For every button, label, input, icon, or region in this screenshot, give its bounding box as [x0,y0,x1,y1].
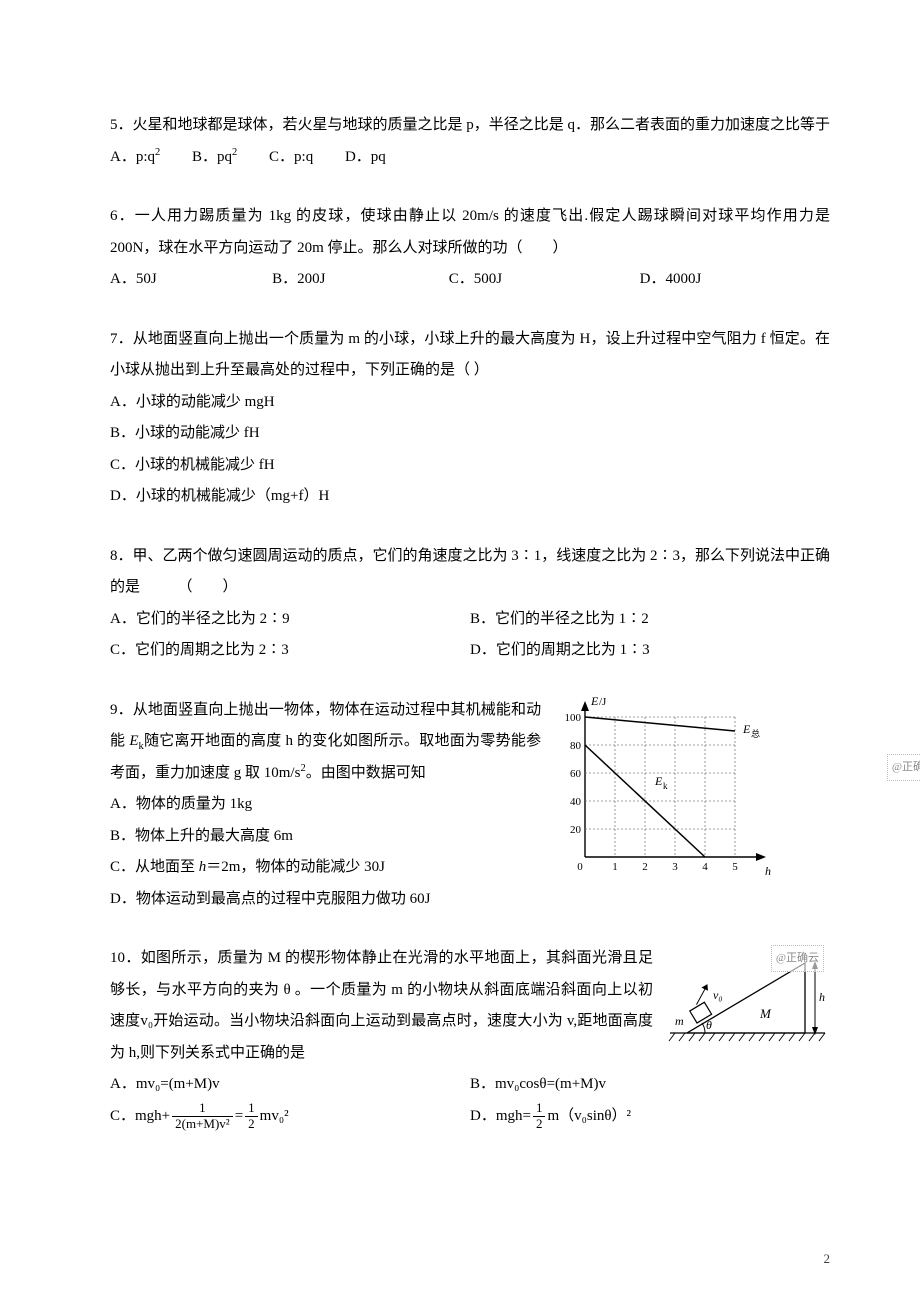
q8-text: 8．甲、乙两个做匀速圆周运动的质点，它们的角速度之比为 3∶1，线速度之比为 2… [110,541,830,604]
svg-text:5: 5 [732,861,738,873]
q6-opt-a: A．50J [110,264,268,296]
svg-text:/J: /J [599,696,607,708]
q5-opt-d: D．pq [345,149,386,165]
q10-options-cd: C．mgh+12(m+M)v²=12mv₀² D．mgh=12m（v₀sinθ）… [110,1101,830,1133]
q10-figure: θ M m v₀ h @正确云 [665,943,830,1069]
q9-opt-d: D．物体运动到最高点的过程中克服阻力做功 60J [110,884,541,916]
svg-text:M: M [759,1006,772,1021]
question-7: 7．从地面竖直向上抛出一个质量为 m 的小球，小球上升的最大高度为 H，设上升过… [110,324,830,513]
q10-text: 10．如图所示，质量为 M 的楔形物体静止在光滑的水平地面上，其斜面光滑且足够长… [110,943,653,1069]
q6-options: A．50J B．200J C．500J D．4000J [110,264,830,296]
q10c-den2: 2 [245,1117,258,1131]
q10d-post: m（v₀sinθ）² [547,1108,631,1124]
q10d-den: 2 [533,1117,546,1131]
svg-text:20: 20 [570,824,582,836]
q8-opt-b: B．它们的半径之比为 1∶2 [470,604,830,636]
question-9: 9．从地面竖直向上抛出一物体，物体在运动过程中其机械能和动能 Ek随它离开地面的… [110,695,830,916]
q10c-mid: = [235,1108,243,1124]
q8-opt-c: C．它们的周期之比为 2∶3 [110,635,470,667]
svg-text:h: h [765,864,771,878]
question-5: 5．火星和地球都是球体，若火星与地球的质量之比是 p，半径之比是 q．那么二者表… [110,110,830,173]
q9-chart: 20 40 60 80 100 0 1 2 3 4 5 [553,695,830,916]
svg-text:80: 80 [570,740,582,752]
question-8: 8．甲、乙两个做匀速圆周运动的质点，它们的角速度之比为 3∶1，线速度之比为 2… [110,541,830,667]
q10c-post: mv₀² [260,1108,289,1124]
q9-tail: 。由图中数据可知 [306,765,426,781]
q10d-pre: D．mgh= [470,1108,531,1124]
svg-text:E: E [654,774,663,788]
q10c-num: 1 [172,1101,233,1116]
q8-options: A．它们的半径之比为 2∶9 B．它们的半径之比为 1∶2 C．它们的周期之比为… [110,604,830,667]
q7-opt-a: A．小球的动能减少 mgH [110,387,830,419]
q5-opt-a: A．p:q2 [110,149,160,165]
svg-text:θ: θ [706,1018,712,1032]
q9-opt-a: A．物体的质量为 1kg [110,789,541,821]
q8-opt-a: A．它们的半径之比为 2∶9 [110,604,470,636]
q5-opt-b: B．pq2 [192,149,237,165]
q10-opt-b: B．mv₀cosθ=(m+M)v [470,1069,830,1101]
q10d-num: 1 [533,1101,546,1116]
q9-opt-c: C．从地面至 h＝2m，物体的动能减少 30J [110,852,541,884]
watermark-1: @正确云 [887,754,920,781]
svg-text:E: E [590,695,599,708]
q10c-pre: C．mgh+ [110,1108,170,1124]
svg-text:100: 100 [565,712,582,724]
question-6: 6．一人用力踢质量为 1kg 的皮球，使球由静止以 20m/s 的速度飞出.假定… [110,201,830,296]
svg-text:0: 0 [577,861,583,873]
q10c-num2: 1 [245,1101,258,1116]
q10-opt-a: A．mv₀=(m+M)v [110,1069,470,1101]
q9-opt-b: B．物体上升的最大高度 6m [110,821,541,853]
svg-text:1: 1 [612,861,618,873]
svg-text:h: h [819,990,825,1004]
svg-text:2: 2 [642,861,648,873]
svg-text:3: 3 [672,861,678,873]
svg-text:v₀: v₀ [713,988,723,1002]
q9-text: 9．从地面竖直向上抛出一物体，物体在运动过程中其机械能和动能 Ek随它离开地面的… [110,695,541,790]
q10-opt-d: D．mgh=12m（v₀sinθ）² [470,1101,631,1133]
q6-opt-c: C．500J [449,264,636,296]
q10c-den: 2(m+M)v² [172,1117,233,1131]
svg-text:E: E [742,722,751,736]
question-10: 10．如图所示，质量为 M 的楔形物体静止在光滑的水平地面上，其斜面光滑且足够长… [110,943,830,1132]
q6-opt-b: B．200J [272,264,445,296]
q6-text: 6．一人用力踢质量为 1kg 的皮球，使球由静止以 20m/s 的速度飞出.假定… [110,201,830,264]
q10-opt-c: C．mgh+12(m+M)v²=12mv₀² [110,1101,470,1133]
q5-options: A．p:q2 B．pq2 C．p:q D．pq [110,142,830,174]
page-number: 2 [824,1245,831,1272]
q7-opt-b: B．小球的动能减少 fH [110,418,830,450]
svg-text:k: k [663,781,668,791]
svg-text:总: 总 [751,728,760,739]
q7-opt-d: D．小球的机械能减少（mg+f）H [110,481,830,513]
q8-opt-d: D．它们的周期之比为 1∶3 [470,635,830,667]
q5-text: 5．火星和地球都是球体，若火星与地球的质量之比是 p，半径之比是 q．那么二者表… [110,110,830,142]
q7-text: 7．从地面竖直向上抛出一个质量为 m 的小球，小球上升的最大高度为 H，设上升过… [110,324,830,387]
q7-opt-c: C．小球的机械能减少 fH [110,450,830,482]
document-page: 5．火星和地球都是球体，若火星与地球的质量之比是 p，半径之比是 q．那么二者表… [0,0,920,1302]
svg-text:60: 60 [570,768,582,780]
watermark-2: @正确云 [771,945,824,972]
svg-text:m: m [675,1014,684,1028]
svg-text:40: 40 [570,796,582,808]
q5-opt-c: C．p:q [269,149,313,165]
svg-text:4: 4 [702,861,708,873]
q10-options-ab: A．mv₀=(m+M)v B．mv₀cosθ=(m+M)v [110,1069,830,1101]
q6-opt-d: D．4000J [640,264,702,296]
